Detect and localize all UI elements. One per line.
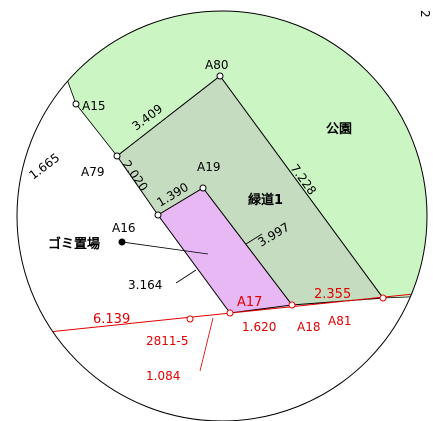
page-corner-number: 2 xyxy=(418,10,432,18)
point-a18-marker xyxy=(288,301,296,309)
garbage-label: ゴミ置場 xyxy=(48,236,100,252)
point-a18-label: A18 xyxy=(297,320,320,334)
park-label: 公園 xyxy=(326,121,352,137)
point-a80-marker xyxy=(216,72,224,80)
point-a19-label: A19 xyxy=(197,160,220,174)
boundary-circle xyxy=(16,10,428,421)
green-road-label: 緑道1 xyxy=(248,192,283,208)
leader-3997 xyxy=(245,233,263,245)
point-a15-label: A15 xyxy=(82,99,105,113)
red-points xyxy=(186,294,387,323)
point-a81-label: A81 xyxy=(328,314,351,328)
red-boundary-line xyxy=(17,291,427,338)
leader-garbage xyxy=(121,241,209,255)
dim-6139: 6.139 xyxy=(93,312,130,327)
garbage-pointer-dot xyxy=(118,238,126,246)
leader-1084 xyxy=(199,317,214,372)
point-a16-label: A16 xyxy=(112,221,135,235)
dim-1084: 1.084 xyxy=(146,369,180,383)
dim-1665: 1.665 xyxy=(26,151,62,183)
dim-3164: 3.164 xyxy=(128,278,162,292)
dim-2355: 2.355 xyxy=(314,287,351,302)
point-a81-marker xyxy=(379,294,387,302)
point-a17-marker xyxy=(226,309,234,317)
dim-1620: 1.620 xyxy=(242,320,276,334)
point-a16-marker xyxy=(154,211,162,219)
survey-points xyxy=(72,72,224,219)
parcel-2811-5-label: 2811-5 xyxy=(146,334,189,348)
point-a19-marker xyxy=(199,184,207,192)
point-a80-label: A80 xyxy=(205,58,228,72)
point-a15-marker xyxy=(72,100,80,108)
leader-3164 xyxy=(175,269,197,284)
point-2811-5-marker xyxy=(186,315,194,323)
point-a79-label: A79 xyxy=(81,165,104,179)
point-a17-label: A17 xyxy=(237,295,262,310)
point-a79-marker xyxy=(113,152,121,160)
